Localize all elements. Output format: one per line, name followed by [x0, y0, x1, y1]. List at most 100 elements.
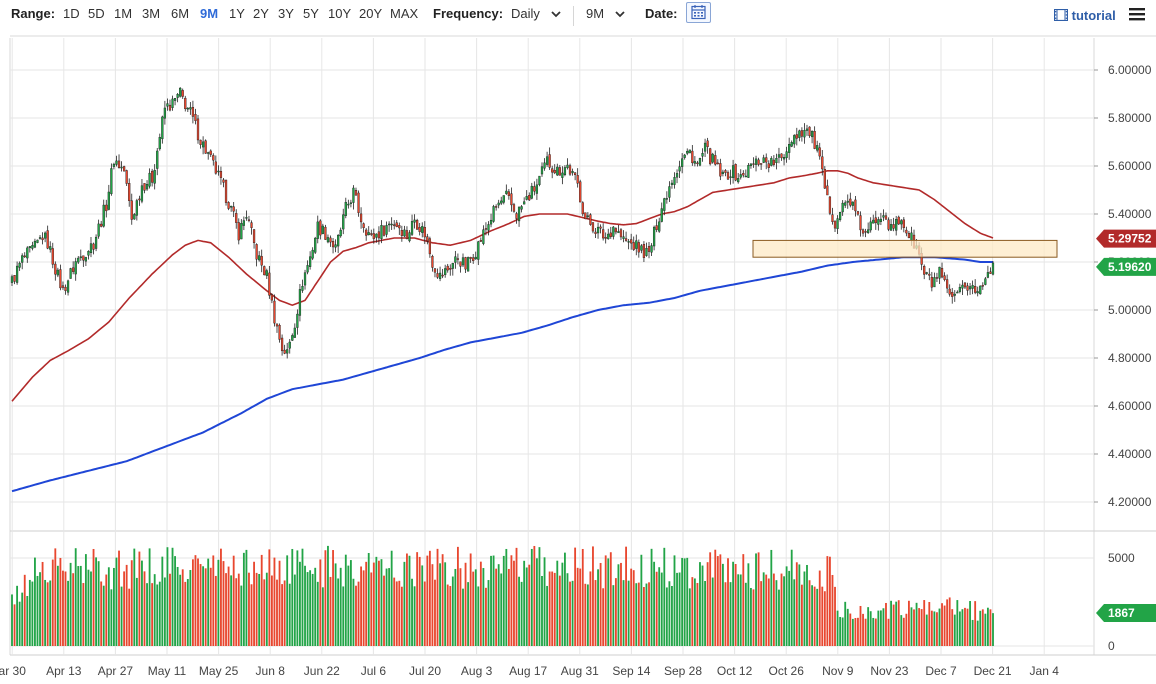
volume-bar [625, 546, 627, 646]
frequency-chevron-down-icon[interactable] [550, 9, 562, 19]
volume-bar [752, 589, 755, 646]
volume-bar [693, 578, 696, 646]
volume-bar [485, 587, 487, 646]
volume-bar [296, 550, 299, 646]
candle-body [642, 244, 646, 258]
volume-bar [130, 560, 133, 646]
candle-body [630, 239, 633, 244]
volume-bar [191, 559, 194, 646]
volume-bar [757, 552, 760, 646]
x-axis-label: ar 30 [0, 664, 26, 678]
candle-body [268, 272, 271, 296]
volume-bar [222, 561, 225, 646]
volume-bar [597, 569, 599, 646]
volume-bar [403, 561, 406, 646]
range-button-10y[interactable]: 10Y [328, 6, 352, 21]
range-button-9m[interactable]: 9M [200, 6, 219, 21]
volume-bar [862, 613, 864, 646]
range-button-6m[interactable]: 6M [171, 6, 190, 21]
volume-bar [237, 573, 240, 646]
tutorial-link[interactable]: tutorial [1053, 8, 1116, 23]
volume-bar [500, 573, 503, 646]
candle-body [520, 206, 523, 210]
candle-body [240, 222, 243, 240]
volume-bar [742, 554, 745, 646]
candle-body [186, 107, 189, 110]
candle-body [433, 268, 437, 273]
volume-bar [34, 557, 36, 646]
candle-body [767, 163, 770, 168]
date-picker-button[interactable] [686, 2, 711, 23]
volume-bar [444, 562, 447, 646]
candle-body [673, 177, 676, 185]
range-button-3y[interactable]: 3Y [278, 6, 294, 21]
candle-body [316, 221, 319, 239]
volume-bar [189, 570, 192, 646]
candle-body [359, 213, 363, 223]
range-button-max[interactable]: MAX [390, 6, 419, 21]
range-button-5y[interactable]: 5Y [303, 6, 319, 21]
candle-body [334, 244, 337, 248]
volume-bar [925, 614, 928, 646]
volume-bar [51, 559, 54, 646]
volume-bar [141, 560, 143, 646]
volume-bar [953, 614, 956, 646]
volume-bar [734, 564, 737, 646]
candle-body [706, 140, 709, 147]
volume-bar [102, 585, 105, 646]
candle-body [989, 271, 992, 274]
candle-body [752, 163, 755, 165]
candle-body [18, 262, 21, 268]
range-button-1d[interactable]: 1D [63, 6, 80, 21]
range-button-1y[interactable]: 1Y [229, 6, 245, 21]
candle-body [296, 313, 299, 328]
candle-body [984, 278, 987, 285]
candle-body [158, 137, 161, 150]
candle-body [854, 199, 857, 212]
candle-body [502, 195, 505, 203]
volume-bar [69, 562, 72, 646]
candle-body [658, 221, 661, 232]
range-button-20y[interactable]: 20Y [359, 6, 383, 21]
volume-bar [510, 555, 513, 646]
frequency-label: Frequency: [433, 6, 504, 21]
range-button-2y[interactable]: 2Y [253, 6, 269, 21]
volume-bar [564, 552, 566, 646]
candle-body [10, 276, 14, 283]
range-button-1m[interactable]: 1M [114, 6, 133, 21]
period-select[interactable]: 9M [586, 6, 605, 21]
x-axis-label: May 25 [199, 664, 239, 678]
candle-body [902, 219, 905, 229]
x-axis-label: Nov 9 [822, 664, 854, 678]
candle-body [714, 155, 717, 165]
volume-bar [449, 586, 452, 646]
last-price-tag-label: 5.19620 [1108, 260, 1152, 274]
volume-bar [242, 552, 245, 646]
candle-body [217, 170, 220, 173]
volume-bar [846, 608, 849, 646]
candle-body [319, 220, 322, 236]
volume-bar [648, 582, 650, 646]
candle-body [370, 233, 373, 235]
candle-body [140, 185, 144, 202]
frequency-select[interactable]: Daily [511, 6, 540, 21]
candle-body [545, 156, 549, 165]
candle-body [974, 286, 977, 293]
candle-body [892, 224, 895, 229]
volume-bar [123, 571, 126, 646]
candle-body [151, 170, 154, 183]
date-label: Date: [645, 6, 678, 21]
candle-body [604, 237, 607, 239]
volume-bar [795, 562, 798, 646]
candle-body [548, 154, 551, 168]
candle-body [288, 341, 291, 349]
volume-bar [683, 558, 686, 646]
volume-bar [961, 609, 964, 646]
range-button-5d[interactable]: 5D [88, 6, 105, 21]
hamburger-menu-icon[interactable] [1129, 7, 1145, 21]
period-chevron-down-icon[interactable] [614, 9, 626, 19]
range-button-3m[interactable]: 3M [142, 6, 161, 21]
candle-body [650, 245, 653, 253]
volume-bar [456, 546, 459, 646]
